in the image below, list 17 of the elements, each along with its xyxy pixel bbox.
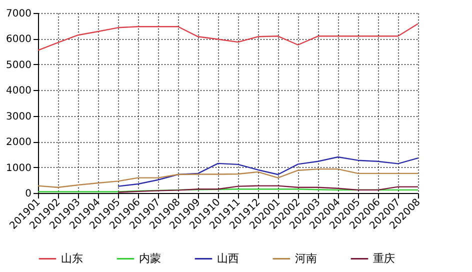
legend-label: 重庆 bbox=[373, 252, 395, 265]
line-series bbox=[117, 156, 419, 187]
line-series bbox=[37, 23, 419, 51]
y-tick-label: 1000 bbox=[6, 162, 32, 174]
y-tick-label: 2000 bbox=[6, 137, 32, 148]
line-series bbox=[117, 185, 419, 193]
y-tick-label: 4000 bbox=[6, 86, 32, 97]
y-tick-label: 5000 bbox=[6, 60, 32, 71]
y-tick-label: 0 bbox=[25, 188, 32, 200]
legend-label: 河南 bbox=[295, 252, 317, 265]
y-tick-label: 6000 bbox=[6, 34, 32, 46]
legend-label: 山东 bbox=[61, 252, 83, 265]
y-tick-label: 7000 bbox=[6, 8, 32, 20]
legend-label: 山西 bbox=[217, 252, 239, 265]
line-series bbox=[37, 168, 419, 188]
legend-label: 内蒙 bbox=[139, 252, 161, 265]
y-tick-label: 3000 bbox=[6, 111, 32, 122]
